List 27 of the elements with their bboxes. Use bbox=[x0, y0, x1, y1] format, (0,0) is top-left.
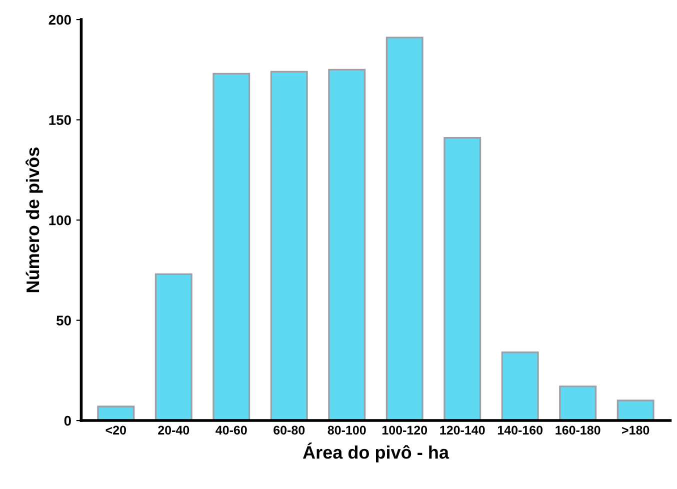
bar bbox=[386, 36, 424, 421]
x-tick-label: <20 bbox=[106, 426, 126, 435]
x-tick-label: 140-160 bbox=[498, 426, 543, 435]
y-axis-title: Número de pivôs bbox=[26, 148, 43, 292]
y-tick-label: 0 bbox=[64, 416, 71, 426]
x-tick-label: 40-60 bbox=[216, 426, 247, 435]
bar bbox=[559, 386, 597, 421]
bar bbox=[328, 68, 366, 421]
y-tick-label: 100 bbox=[49, 215, 71, 226]
bar bbox=[270, 70, 308, 421]
y-tick-label: 50 bbox=[56, 316, 71, 326]
bar bbox=[444, 137, 482, 421]
x-tick-label: 120-140 bbox=[440, 426, 485, 435]
y-tick-label: 200 bbox=[48, 14, 71, 25]
bar bbox=[154, 273, 192, 421]
bar bbox=[97, 406, 135, 421]
x-tick-label: 20-40 bbox=[158, 426, 190, 435]
bar bbox=[616, 400, 654, 421]
x-tick-label: 160-180 bbox=[556, 426, 600, 435]
x-tick-label: >180 bbox=[622, 426, 650, 435]
bar bbox=[501, 352, 539, 421]
x-tick-label: 80-100 bbox=[328, 426, 366, 435]
bar bbox=[212, 72, 250, 421]
x-axis-title: Área do pivô - ha bbox=[302, 442, 450, 462]
y-tick-label: 150 bbox=[49, 115, 71, 125]
x-tick-label: 60-80 bbox=[274, 426, 305, 435]
x-tick-label: 100-120 bbox=[382, 426, 428, 435]
